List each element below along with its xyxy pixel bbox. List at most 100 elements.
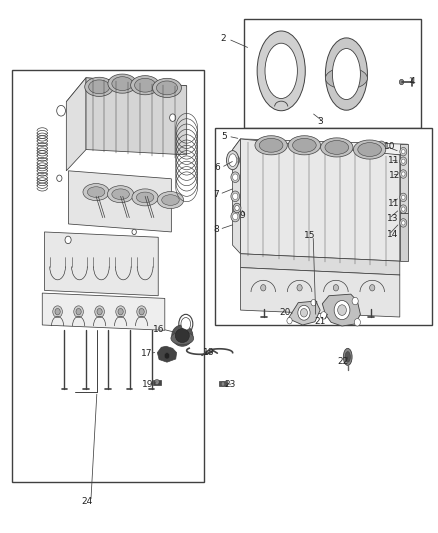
Ellipse shape xyxy=(175,329,189,343)
Circle shape xyxy=(399,148,406,156)
Circle shape xyxy=(233,203,240,213)
Circle shape xyxy=(221,382,224,386)
Polygon shape xyxy=(240,268,399,317)
Ellipse shape xyxy=(254,136,287,155)
Ellipse shape xyxy=(226,151,238,169)
Ellipse shape xyxy=(136,192,153,203)
Text: 7: 7 xyxy=(213,190,219,199)
Text: 22: 22 xyxy=(336,357,348,366)
Ellipse shape xyxy=(156,81,177,95)
Circle shape xyxy=(300,309,307,317)
Polygon shape xyxy=(66,78,86,171)
Circle shape xyxy=(332,285,338,291)
Ellipse shape xyxy=(257,31,304,111)
Text: 13: 13 xyxy=(386,214,397,223)
Polygon shape xyxy=(399,213,407,261)
Circle shape xyxy=(310,300,315,306)
Circle shape xyxy=(260,285,265,291)
Circle shape xyxy=(230,155,239,165)
Circle shape xyxy=(118,309,123,315)
Ellipse shape xyxy=(131,76,159,95)
Bar xyxy=(215,128,431,325)
Circle shape xyxy=(132,229,136,235)
Ellipse shape xyxy=(112,77,133,91)
Circle shape xyxy=(286,318,291,324)
Ellipse shape xyxy=(88,80,110,94)
Ellipse shape xyxy=(353,140,385,159)
Text: 3: 3 xyxy=(317,117,322,126)
Circle shape xyxy=(230,211,239,222)
Ellipse shape xyxy=(170,332,193,345)
Ellipse shape xyxy=(325,68,367,89)
Circle shape xyxy=(399,219,406,227)
Circle shape xyxy=(351,297,357,305)
Ellipse shape xyxy=(332,49,360,100)
Circle shape xyxy=(95,306,104,318)
Circle shape xyxy=(230,172,239,182)
Ellipse shape xyxy=(324,141,348,155)
Circle shape xyxy=(53,306,62,318)
Ellipse shape xyxy=(171,325,192,346)
Bar xyxy=(243,19,420,128)
Circle shape xyxy=(139,309,144,315)
Circle shape xyxy=(55,309,60,315)
Ellipse shape xyxy=(87,187,105,197)
Circle shape xyxy=(164,353,169,359)
Circle shape xyxy=(399,157,406,165)
Circle shape xyxy=(337,305,346,316)
Polygon shape xyxy=(240,254,399,275)
Text: 14: 14 xyxy=(386,230,397,239)
Ellipse shape xyxy=(108,74,137,93)
Text: 9: 9 xyxy=(239,212,245,221)
Circle shape xyxy=(401,221,404,225)
Bar xyxy=(12,70,204,482)
Ellipse shape xyxy=(180,318,190,330)
Ellipse shape xyxy=(152,78,181,98)
Text: 15: 15 xyxy=(303,231,314,240)
Text: 4: 4 xyxy=(408,77,414,86)
Text: 18: 18 xyxy=(203,348,214,357)
Circle shape xyxy=(333,301,349,320)
Polygon shape xyxy=(321,294,360,326)
Circle shape xyxy=(116,306,125,318)
Ellipse shape xyxy=(134,78,155,92)
Circle shape xyxy=(376,141,385,152)
Ellipse shape xyxy=(320,138,352,157)
Polygon shape xyxy=(86,78,186,155)
Text: 20: 20 xyxy=(279,308,290,317)
Ellipse shape xyxy=(325,38,367,110)
Text: 10: 10 xyxy=(383,142,394,151)
Text: 8: 8 xyxy=(213,225,219,234)
Text: 12: 12 xyxy=(389,171,400,180)
Polygon shape xyxy=(240,139,399,261)
Circle shape xyxy=(57,175,62,181)
Text: 23: 23 xyxy=(224,380,235,389)
Polygon shape xyxy=(68,171,171,232)
Circle shape xyxy=(296,285,301,291)
Ellipse shape xyxy=(228,154,236,166)
Text: 11: 11 xyxy=(387,199,399,208)
Circle shape xyxy=(401,150,404,154)
Circle shape xyxy=(401,172,404,176)
Circle shape xyxy=(154,379,159,384)
Circle shape xyxy=(401,207,404,211)
Polygon shape xyxy=(399,144,407,213)
Ellipse shape xyxy=(85,77,113,96)
Circle shape xyxy=(230,191,239,201)
Circle shape xyxy=(65,236,71,244)
Text: 16: 16 xyxy=(152,325,164,334)
Circle shape xyxy=(297,305,309,320)
Circle shape xyxy=(232,174,237,180)
Circle shape xyxy=(399,79,403,85)
Circle shape xyxy=(232,193,237,199)
Polygon shape xyxy=(66,78,186,110)
Text: 6: 6 xyxy=(214,163,220,172)
Polygon shape xyxy=(219,381,226,386)
Circle shape xyxy=(320,312,326,319)
Circle shape xyxy=(353,319,360,326)
Ellipse shape xyxy=(357,143,381,157)
Circle shape xyxy=(57,106,65,116)
Circle shape xyxy=(234,205,239,211)
Text: 17: 17 xyxy=(140,349,152,358)
Ellipse shape xyxy=(288,136,320,155)
